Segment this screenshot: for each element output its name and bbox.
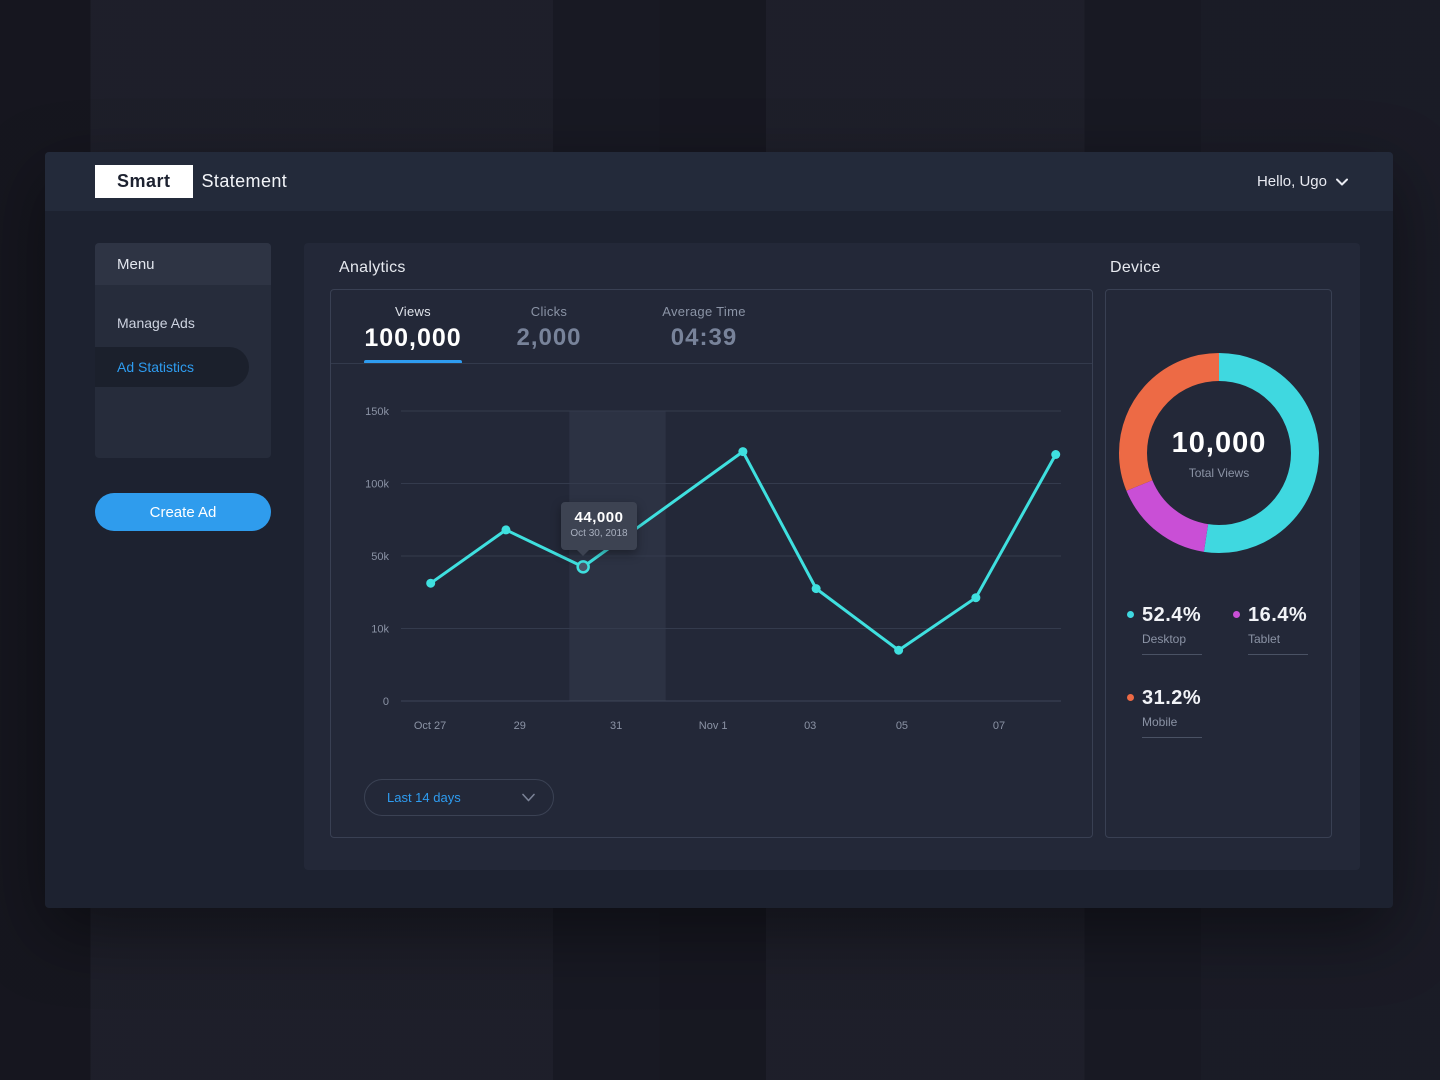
mobile-label: Mobile	[1142, 715, 1202, 738]
donut-total-label: Total Views	[1188, 465, 1250, 480]
tab-average-time-label: Average Time	[662, 304, 746, 319]
donut-center: 10,000 Total Views	[1119, 353, 1319, 553]
user-greeting: Hello, Ugo	[1256, 173, 1327, 190]
tooltip-value: 44,000	[574, 509, 624, 526]
svg-text:31: 31	[610, 720, 622, 732]
svg-text:10k: 10k	[371, 624, 389, 636]
date-range-label: Last 14 days	[387, 790, 461, 805]
tab-clicks-value: 2,000	[516, 324, 582, 351]
device-donut: 10,000 Total Views	[1119, 353, 1319, 553]
desktop-dot-icon	[1127, 611, 1134, 618]
tablet-percent: 16.4%	[1248, 604, 1308, 626]
sidebar-menu: Menu Manage Ads Ad Statistics	[95, 243, 271, 458]
sidebar-item-ad-statistics[interactable]: Ad Statistics	[95, 347, 249, 387]
user-menu[interactable]: Hello, Ugo	[1257, 152, 1348, 211]
titlebar: Smart Statement Hello, Ugo	[45, 152, 1393, 211]
device-donut-chart	[1119, 353, 1319, 553]
tab-clicks[interactable]: Clicks 2,000	[499, 304, 599, 352]
legend-item-desktop: 52.4% Desktop	[1127, 604, 1202, 655]
svg-text:150k: 150k	[365, 406, 389, 418]
sidebar-item-manage-ads[interactable]: Manage Ads	[117, 315, 195, 331]
chart-tooltip: 44,000 Oct 30, 2018	[561, 502, 637, 556]
svg-text:07: 07	[993, 720, 1005, 732]
tab-views[interactable]: Views 100,000	[364, 304, 462, 364]
svg-text:50k: 50k	[371, 551, 389, 563]
svg-text:29: 29	[514, 720, 526, 732]
chevron-down-icon	[522, 793, 535, 802]
tab-average-time[interactable]: Average Time 04:39	[644, 304, 764, 352]
desktop-percent: 52.4%	[1142, 604, 1202, 626]
legend-item-mobile: 31.2% Mobile	[1127, 687, 1202, 738]
mobile-percent: 31.2%	[1142, 687, 1202, 709]
tab-views-value: 100,000	[364, 324, 462, 352]
logo-secondary: Statement	[201, 171, 288, 191]
analytics-section-title: Analytics	[339, 259, 406, 276]
date-range-dropdown[interactable]: Last 14 days	[364, 779, 554, 816]
menu-title: Menu	[95, 243, 271, 285]
tab-average-time-value: 04:39	[670, 324, 738, 351]
tablet-label: Tablet	[1248, 632, 1308, 655]
tab-clicks-label: Clicks	[530, 304, 568, 319]
logo-primary: Smart	[95, 165, 193, 198]
device-panel: 10,000 Total Views 52.4% Desktop 16.4% T…	[1105, 289, 1332, 838]
tab-active-underline	[364, 360, 462, 364]
tooltip-date: Oct 30, 2018	[570, 528, 628, 539]
analytics-line-chart[interactable]: 0 10k 50k 100k 150k Oct 27 29 31 Nov 1 03 05 07	[331, 290, 1094, 839]
chevron-down-icon	[1336, 178, 1348, 185]
svg-text:Nov 1: Nov 1	[699, 720, 728, 732]
create-ad-button[interactable]: Create Ad	[95, 493, 271, 531]
tab-views-label: Views	[395, 304, 431, 319]
svg-text:Oct 27: Oct 27	[414, 720, 446, 732]
tabs-divider	[331, 363, 1092, 364]
tablet-dot-icon	[1233, 611, 1240, 618]
svg-text:100k: 100k	[365, 479, 389, 491]
app-window: Smart Statement Hello, Ugo Menu Manage A…	[45, 152, 1393, 908]
desktop-label: Desktop	[1142, 632, 1202, 655]
svg-text:03: 03	[804, 720, 816, 732]
mobile-dot-icon	[1127, 694, 1134, 701]
svg-text:05: 05	[896, 720, 908, 732]
svg-text:0: 0	[383, 696, 389, 708]
analytics-panel: Views 100,000 Clicks 2,000 Average Time …	[330, 289, 1093, 838]
device-section-title: Device	[1110, 259, 1161, 276]
donut-total-value: 10,000	[1171, 426, 1267, 459]
legend-item-tablet: 16.4% Tablet	[1233, 604, 1308, 655]
